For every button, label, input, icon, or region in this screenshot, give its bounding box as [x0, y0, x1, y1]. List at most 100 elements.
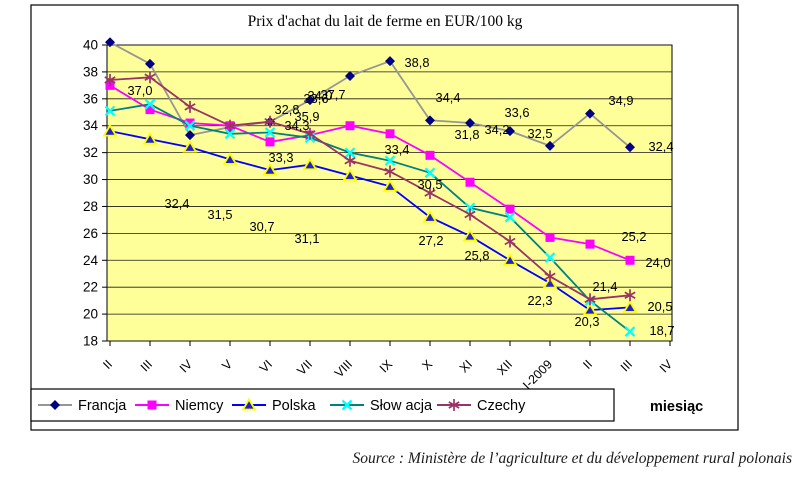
data-label: 35,9 — [295, 109, 320, 124]
series-marker-diamond — [305, 95, 315, 106]
series-marker-asterisk — [104, 73, 116, 86]
y-axis-label: 28 — [83, 199, 98, 214]
series-marker-diamond — [505, 126, 515, 137]
data-label: 25,2 — [622, 229, 647, 244]
y-axis-label: 34 — [83, 118, 99, 133]
series-marker-square — [185, 118, 195, 128]
series-marker-square — [385, 129, 395, 139]
data-label: 31,5 — [208, 207, 233, 222]
series-marker-diamond — [465, 118, 475, 129]
series-marker-asterisk — [144, 71, 156, 84]
series-marker-x — [264, 127, 276, 138]
series-marker-x — [184, 120, 196, 132]
data-label: 34,0 — [308, 88, 333, 103]
data-label: 33,6 — [505, 105, 530, 120]
series-marker-triangle — [422, 209, 438, 223]
data-label: 34,2 — [485, 122, 510, 137]
legend-box — [30, 388, 615, 422]
series-marker-diamond — [185, 130, 195, 141]
data-label: 31,1 — [295, 231, 320, 246]
data-label: 32,8 — [275, 102, 300, 117]
series-marker-triangle — [262, 162, 278, 176]
series-marker-triangle — [582, 302, 598, 316]
y-axis-label: 32 — [83, 145, 98, 160]
series-marker-x — [344, 147, 356, 158]
source-note: Source : Ministère de l’agriculture et d… — [352, 450, 792, 467]
series-marker-asterisk — [448, 399, 460, 411]
data-label: 30,5 — [418, 177, 443, 192]
data-label: 38,8 — [405, 55, 430, 70]
data-label: 33,6 — [304, 91, 329, 106]
x-axis-title: miesiąc — [650, 399, 703, 415]
series-marker-diamond — [105, 37, 115, 48]
series-marker-square — [145, 105, 155, 115]
series-marker-asterisk — [344, 154, 356, 167]
series-marker-square — [585, 239, 595, 249]
data-label: 30,7 — [250, 219, 275, 234]
series-marker-square — [147, 400, 157, 410]
data-label: 18,7 — [650, 323, 675, 338]
series-marker-asterisk — [224, 119, 236, 132]
series-marker-x — [424, 167, 436, 179]
series-marker-x — [624, 326, 636, 337]
series-marker-asterisk — [624, 289, 636, 302]
series-marker-asterisk — [304, 127, 316, 140]
series-marker-x — [224, 128, 236, 140]
series-marker-triangle — [462, 228, 478, 242]
series-marker-diamond — [385, 56, 395, 67]
series-marker-asterisk — [584, 293, 596, 306]
series-marker-square — [625, 255, 635, 265]
series-marker-asterisk — [464, 208, 476, 221]
data-label: 33,3 — [269, 150, 294, 165]
series-marker-asterisk — [264, 115, 276, 128]
legend-entry-słow-acja: Słow acja — [330, 398, 433, 414]
data-label: 24,0 — [646, 255, 671, 270]
series-marker-asterisk — [424, 187, 436, 199]
series-marker-triangle — [182, 140, 198, 153]
data-label: 33,4 — [385, 142, 410, 157]
series-marker-square — [425, 150, 435, 160]
y-axis-label: 30 — [83, 172, 98, 187]
legend-label: Francja — [78, 398, 127, 414]
series-marker-asterisk — [504, 235, 516, 248]
legend-label: Czechy — [477, 398, 526, 414]
series-marker-triangle — [222, 152, 238, 165]
series-marker-triangle — [622, 300, 638, 313]
series-line — [109, 76, 631, 301]
legend-label: Polska — [272, 398, 316, 414]
series-marker-x — [144, 98, 156, 110]
series-marker-diamond — [545, 140, 555, 151]
series-marker-diamond — [50, 400, 60, 410]
series-marker-triangle — [542, 275, 558, 289]
data-label: 25,8 — [465, 248, 490, 263]
legend-entry-polska: Polska — [232, 397, 316, 414]
y-axis-label: 22 — [83, 280, 98, 295]
data-label: 32,4 — [649, 139, 674, 154]
series-marker-asterisk — [544, 270, 556, 283]
data-label: 37,7 — [321, 87, 346, 102]
series-marker-diamond — [345, 70, 355, 81]
series-marker-triangle — [241, 397, 257, 411]
y-axis-label: 20 — [83, 307, 98, 322]
y-axis-label: 18 — [83, 334, 98, 349]
series-marker-diamond — [145, 58, 155, 69]
series-czechy — [104, 71, 636, 306]
y-axis-label: 26 — [83, 226, 98, 241]
series-polska — [102, 123, 638, 316]
series-marker-x — [544, 252, 556, 263]
series-marker-triangle — [382, 179, 398, 192]
y-axis-label: 38 — [83, 64, 98, 79]
legend-entry-czechy: Czechy — [437, 398, 526, 414]
data-label: 20,5 — [648, 299, 673, 314]
data-label: 27,2 — [419, 233, 444, 248]
series-marker-diamond — [585, 108, 595, 119]
data-label: 21,4 — [593, 279, 618, 294]
series-marker-triangle — [102, 123, 118, 137]
data-label: 32,5 — [528, 126, 553, 141]
chart-title: Prix d'achat du lait de ferme en EUR/100… — [248, 13, 523, 30]
series-marker-diamond — [625, 142, 635, 153]
series-marker-triangle — [342, 168, 358, 181]
series-marker-triangle — [142, 131, 158, 145]
series-marker-x — [504, 211, 516, 223]
